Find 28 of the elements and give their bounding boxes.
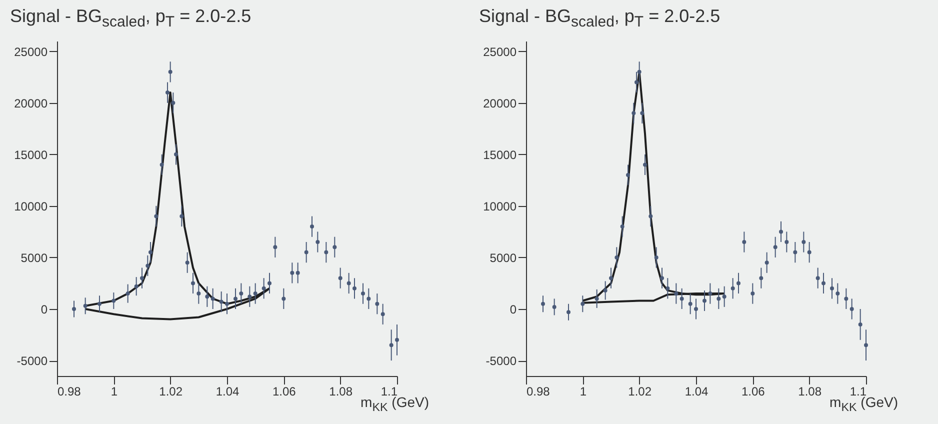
y-tick-label: -5000 [486,354,517,368]
chart-title: Signal - BG$_{scaled}$, p$_{T}$ = 2.0-2.5 [479,6,720,31]
x-tick-label: 1.04 [684,384,708,398]
y-tick-label: 5000 [20,250,48,265]
y-tick-label: 20000 [483,96,517,110]
x-tick-label: 1.02 [628,384,652,398]
x-tick-label: 1.02 [159,384,183,398]
chart-title: Signal - BG$_{scaled}$, p$_{T}$ = 2.0-2.5 [10,6,252,31]
x-tick-label: 1.08 [798,384,822,398]
x-tick-label: 1.06 [741,384,766,398]
y-tick-label: 20000 [14,96,48,110]
y-tick-label: 15000 [483,148,517,162]
x-tick-label: 0.98 [526,384,550,398]
y-tick-label: 25000 [14,44,48,59]
y-tick-label: -5000 [16,354,48,368]
x-tick-label: 1 [580,384,587,398]
x-tick-label: 1.06 [272,384,296,398]
x-tick-label: 1.04 [216,384,240,398]
y-tick-label: 15000 [14,148,48,162]
y-tick-label: 0 [510,302,517,316]
x-tick-label: 0.98 [58,384,82,398]
y-tick-label: 0 [40,302,48,316]
y-tick-label: 25000 [483,44,517,59]
x-tick-label: 1 [110,384,118,398]
x-tick-label: 1.08 [329,384,353,398]
y-tick-label: 10000 [483,199,517,214]
y-tick-label: 5000 [490,250,517,265]
y-tick-label: 10000 [14,199,48,214]
